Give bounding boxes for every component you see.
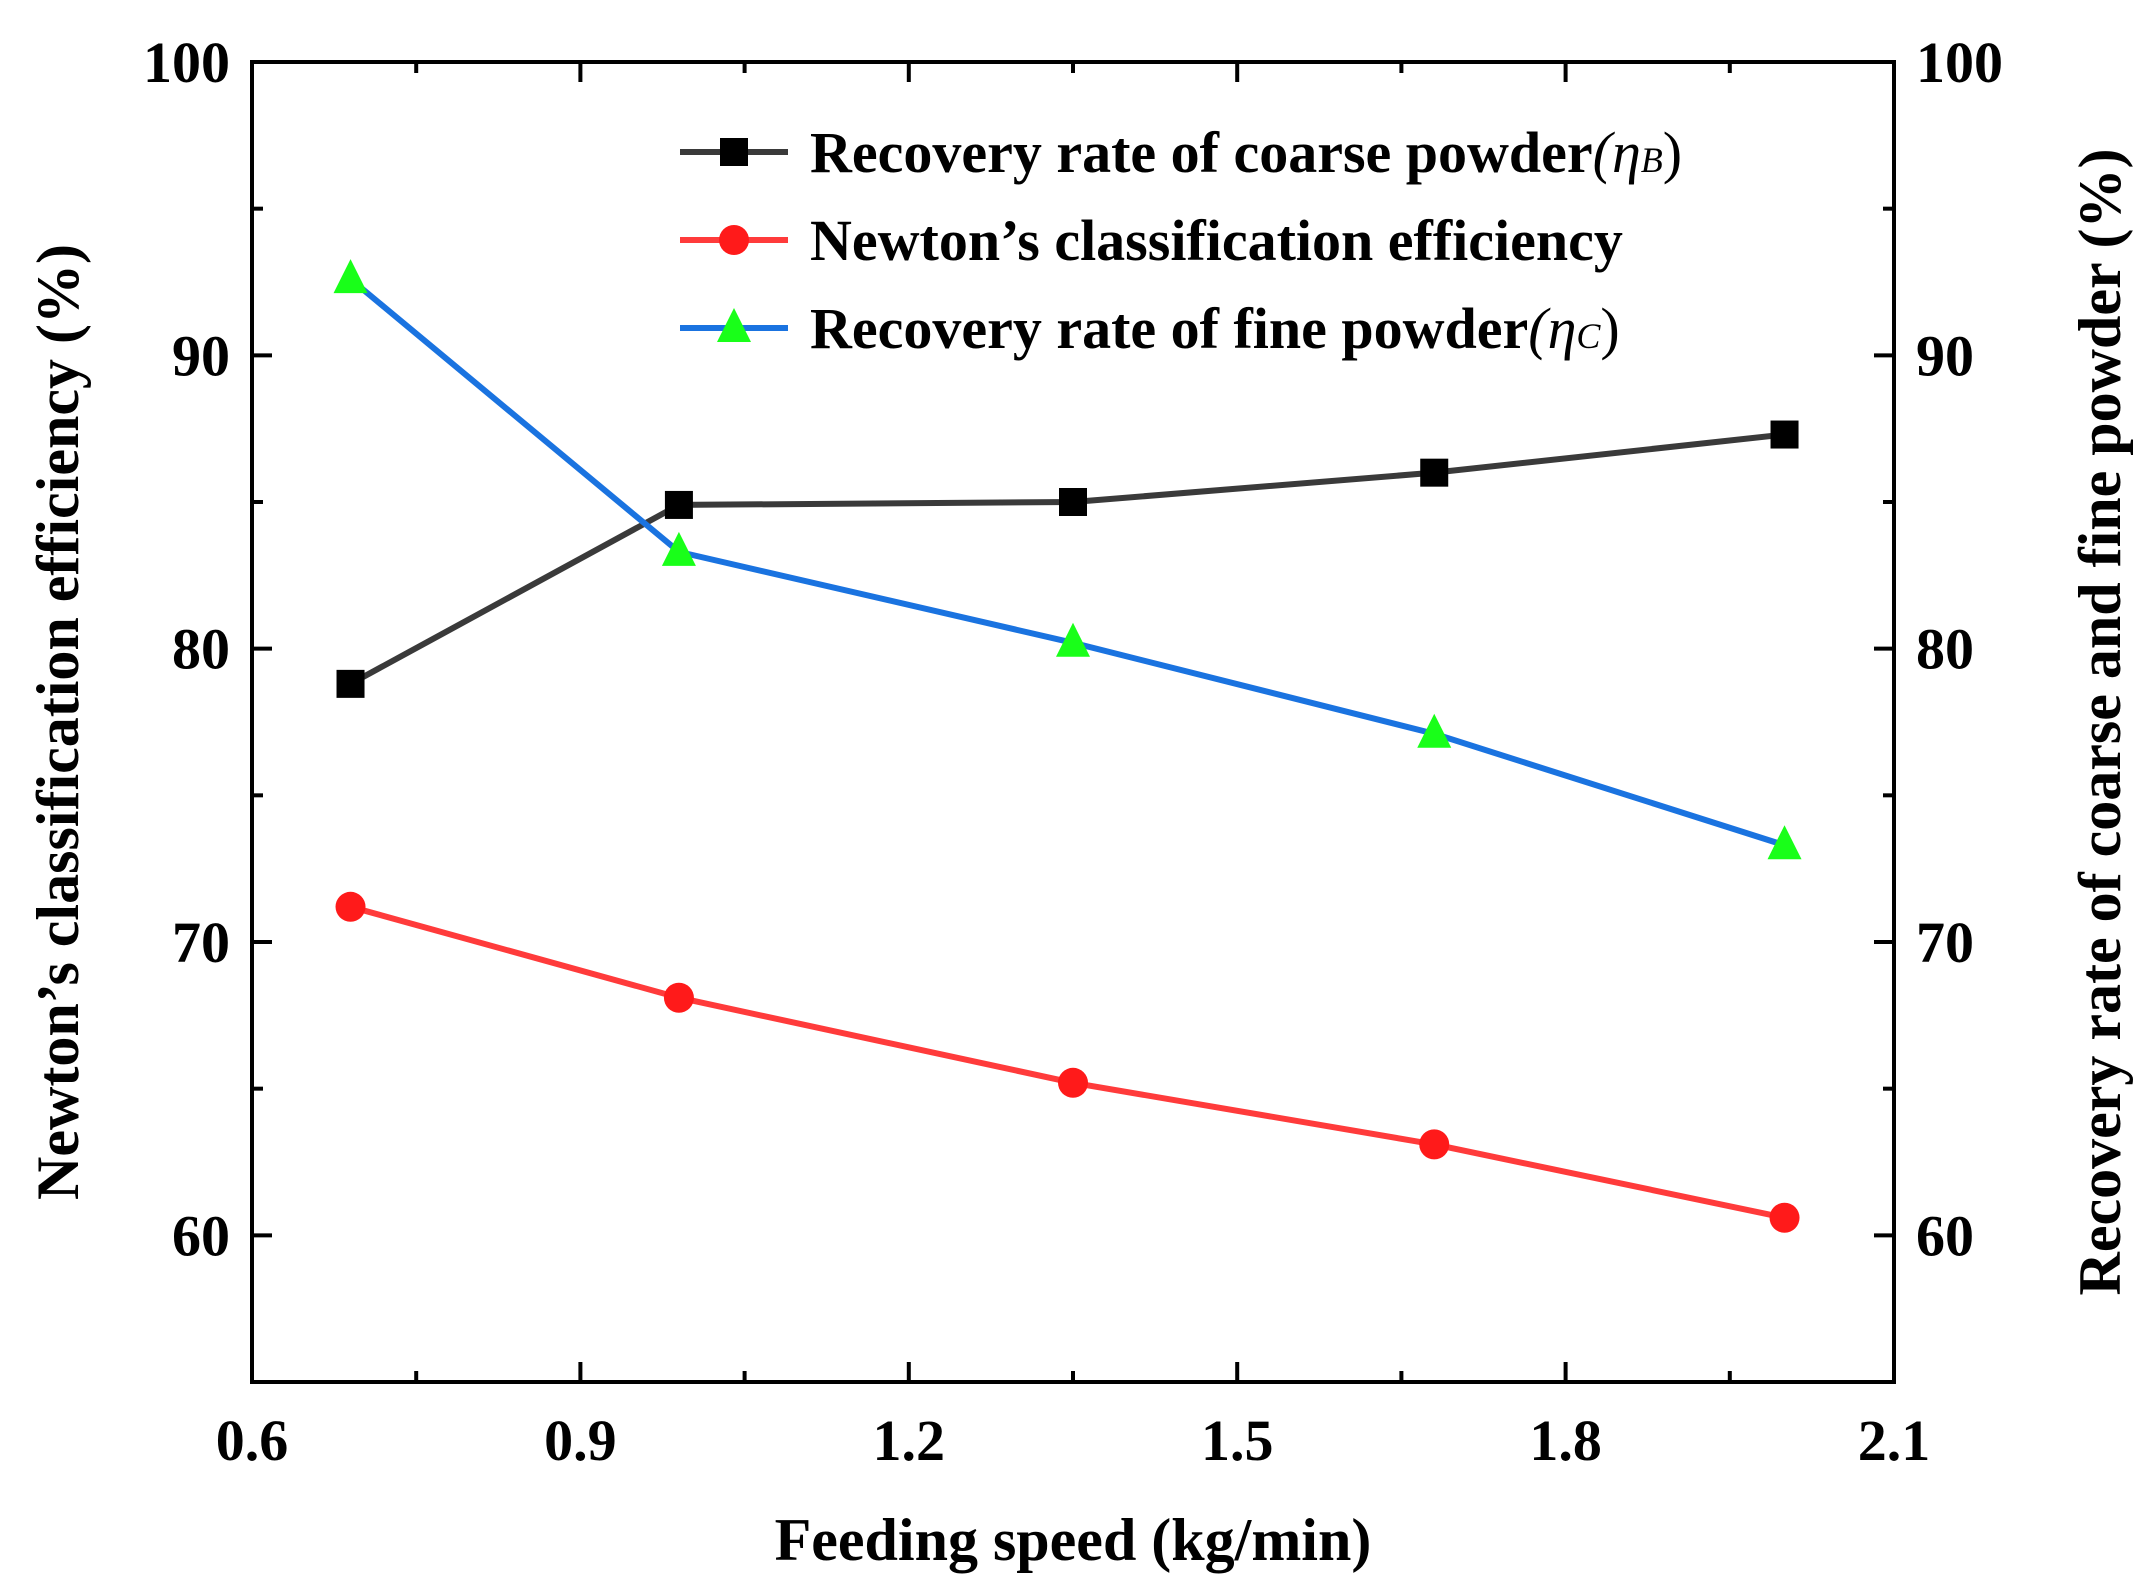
- x-tick-label: 1.8: [1529, 1408, 1602, 1473]
- legend: Recovery rate of coarse powder(ηB) Newton…: [680, 120, 1682, 361]
- y-tick-label-right: 70: [1916, 910, 1974, 975]
- x-tick-label: 1.5: [1201, 1408, 1274, 1473]
- y-tick-label-right: 100: [1916, 30, 2003, 95]
- series-2: [335, 891, 1800, 1233]
- x-axis-ticks: 0.6 0.9 1.2 1.5 1.8 2.1: [216, 62, 1931, 1473]
- x-tick-label: 0.9: [544, 1408, 617, 1473]
- data-point: [1769, 1202, 1800, 1233]
- legend-label: Recovery rate of fine powder(ηC): [810, 296, 1620, 361]
- y-axis-title-left: Newton’s classification efficiency (%): [25, 244, 91, 1200]
- series-layer: [333, 259, 1802, 1233]
- y-tick-label-left: 100: [143, 30, 230, 95]
- legend-item: Recovery rate of fine powder(ηC): [680, 296, 1620, 361]
- legend-marker: [720, 138, 748, 166]
- x-tick-label: 2.1: [1858, 1408, 1931, 1473]
- y-axis-title-right: Recovery rate of coarse and fine powder …: [2067, 149, 2133, 1296]
- legend-item: Recovery rate of coarse powder(ηB): [680, 120, 1682, 185]
- y-tick-label-left: 80: [172, 617, 230, 682]
- data-point: [1417, 713, 1452, 748]
- x-axis-title: Feeding speed (kg/min): [775, 1507, 1372, 1573]
- data-point: [1058, 1067, 1088, 1098]
- data-point: [335, 891, 366, 922]
- y-tick-label-right: 60: [1916, 1203, 1974, 1268]
- y-tick-label-right: 90: [1916, 323, 1974, 388]
- data-point: [1420, 458, 1449, 487]
- legend-marker: [719, 225, 749, 255]
- series-3: [333, 259, 1802, 860]
- series-line: [349, 903, 1786, 1221]
- data-point: [661, 531, 696, 566]
- data-point: [1419, 1129, 1450, 1160]
- data-point: [663, 982, 694, 1013]
- y-axis-ticks: 60 60 70 70 80 80 90 90 100 100: [143, 30, 2003, 1268]
- y-tick-label-left: 60: [172, 1203, 230, 1268]
- data-point: [1770, 420, 1799, 449]
- data-point: [1056, 622, 1090, 657]
- legend-label: Newton’s classification efficiency: [810, 208, 1623, 273]
- x-tick-label: 0.6: [216, 1408, 289, 1473]
- data-point: [336, 669, 365, 698]
- legend-label: Recovery rate of coarse powder(ηB): [810, 120, 1682, 185]
- y-tick-label-left: 70: [172, 910, 230, 975]
- series-line: [348, 276, 1786, 849]
- legend-item: Newton’s classification efficiency: [680, 208, 1623, 273]
- data-point: [1767, 825, 1802, 860]
- y-tick-label-right: 80: [1916, 617, 1974, 682]
- series-1: [336, 420, 1799, 698]
- data-point: [664, 490, 693, 519]
- x-tick-label: 1.2: [873, 1408, 946, 1473]
- y-tick-label-left: 90: [172, 323, 230, 388]
- data-point: [333, 259, 368, 294]
- data-point: [1059, 488, 1087, 516]
- legend-marker: [717, 308, 751, 342]
